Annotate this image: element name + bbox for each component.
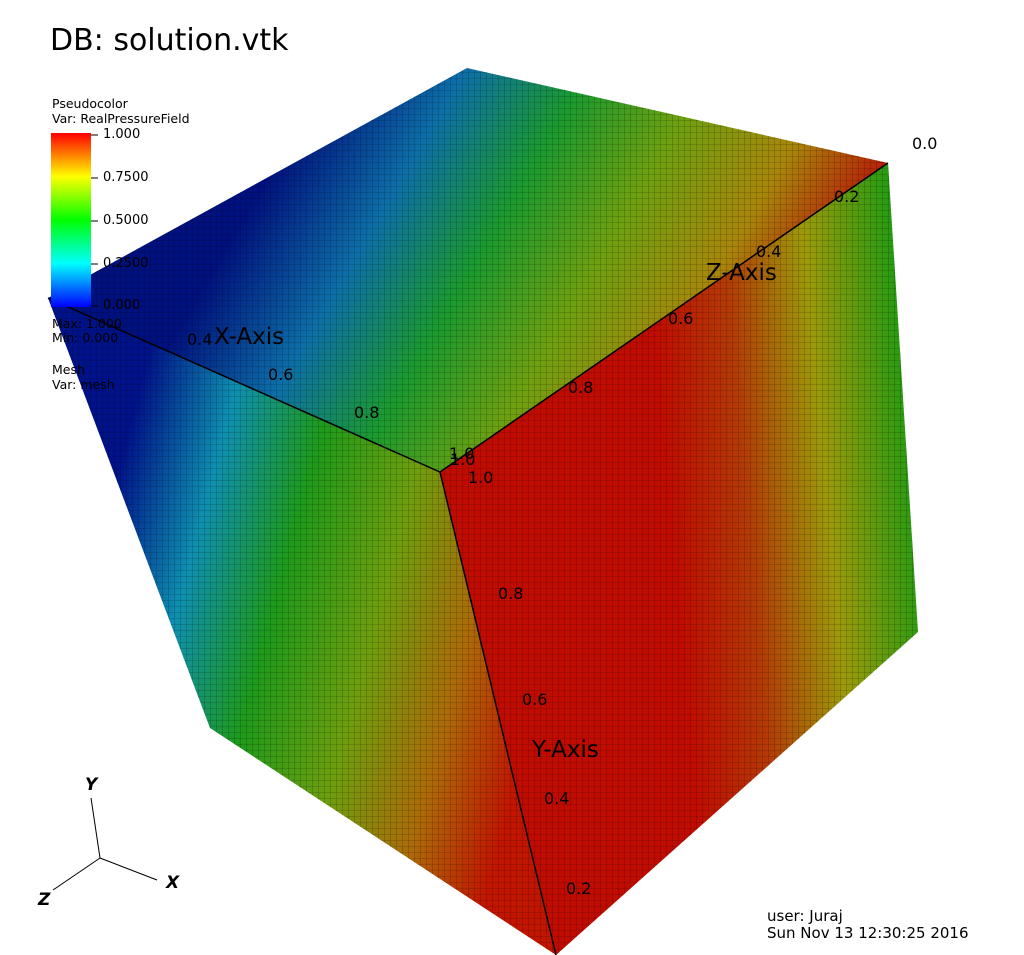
y-axis-tick: 0.8 (498, 584, 524, 603)
cube-top-mesh (48, 68, 888, 472)
cube-left-mesh (48, 298, 556, 955)
user-label: user: Juraj (767, 907, 843, 925)
legend-tick-label: 0.2500 (103, 256, 149, 271)
pseudocolor-cube[interactable] (47, 68, 918, 955)
z-axis-tick: 0.2 (834, 187, 860, 206)
z-axis-tick: 1.0 (450, 450, 476, 469)
triad-y-label: Y (85, 775, 98, 795)
legend-mesh-var-label: Var: mesh (52, 377, 115, 392)
database-title: DB: solution.vtk (50, 23, 289, 58)
triad-z-label: Z (38, 890, 51, 910)
triad-x-label: X (166, 873, 180, 893)
x-axis-tick: 0.8 (354, 403, 380, 422)
cube-right-mesh (440, 163, 918, 955)
legend-tick-label: 0.7500 (103, 170, 149, 185)
y-axis-tick: 0.6 (522, 690, 548, 709)
z-axis-tick: 0.4 (756, 242, 782, 261)
legend-tick-marks (91, 134, 98, 307)
cube-edge (439, 471, 557, 955)
legend-tick-label: 1.000 (103, 127, 141, 142)
legend-max-label: Max: 1.000 (52, 316, 122, 331)
y-axis-tick: 0.4 (544, 789, 570, 808)
y-axis-tick: 1.0 (468, 468, 494, 487)
legend-color-bar (51, 133, 91, 307)
x-axis-tick: 1.0 (449, 444, 475, 463)
z-axis-tick: 0.6 (668, 309, 694, 328)
legend-var-label: Var: RealPressureField (52, 111, 190, 126)
axis-triad (52, 797, 158, 891)
z-axis-tick: 0.8 (568, 378, 594, 397)
z-axis-tick: 0.0 (912, 134, 938, 153)
x-axis-tick: 0.6 (268, 365, 294, 384)
legend-tick-label: 0.5000 (103, 213, 149, 228)
x-axis-title: X-Axis (214, 324, 285, 350)
legend-min-label: Min: 0.000 (52, 330, 119, 345)
y-axis-tick: 0.2 (566, 879, 592, 898)
legend-tick-label: 0.000 (103, 298, 141, 313)
timestamp-label: Sun Nov 13 12:30:25 2016 (767, 924, 969, 942)
z-axis-title: Z-Axis (706, 260, 777, 286)
y-axis-title: Y-Axis (532, 737, 599, 763)
x-axis-tick: 0.4 (187, 330, 213, 349)
legend-plot-type: Pseudocolor (52, 96, 128, 111)
legend-mesh-label: Mesh (52, 362, 85, 377)
